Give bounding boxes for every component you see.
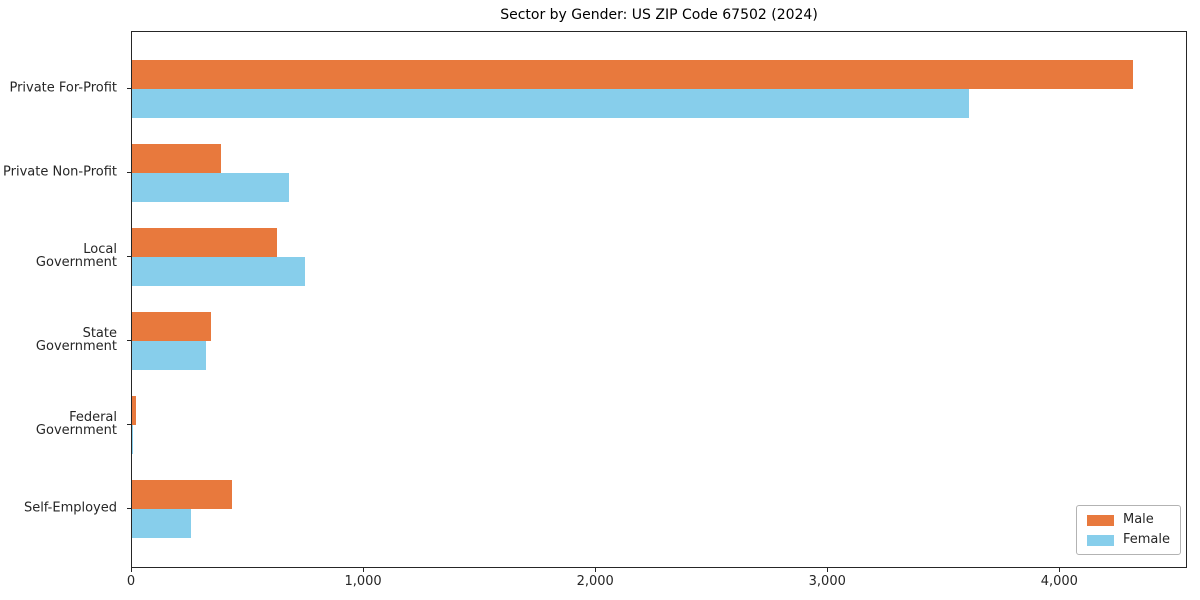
x-axis-tick [827,568,829,572]
x-axis-tick [595,568,597,572]
y-axis-label: Self-Employed [23,500,117,516]
y-axis-label: Private For-Profit [9,80,117,96]
y-axis-label: Federal Government [35,410,117,438]
bar-male-4 [132,312,211,341]
y-axis-tick [127,256,131,257]
x-axis-tick [1059,568,1061,572]
bar-male-3 [132,228,277,257]
bar-male-5 [132,396,137,425]
bar-male-1 [132,60,1134,89]
y-axis-label: Local Government [35,242,117,270]
y-axis-tick [127,508,131,509]
bar-female-2 [132,173,289,202]
y-axis-label: Private Non-Profit [3,164,117,180]
bar-female-6 [132,509,192,538]
bar-male-6 [132,480,233,509]
bar-female-3 [132,257,305,286]
y-axis-tick [127,424,131,425]
x-axis-tick-label: 2,000 [576,574,614,589]
y-axis-tick [127,340,131,341]
x-axis-tick [131,568,132,572]
plot-area: Male Female [131,31,1187,568]
x-axis-tick-label: 0 [126,574,136,589]
legend-label: Male [1122,512,1154,527]
legend-label: Female [1122,532,1170,547]
x-axis-tick [363,568,365,572]
x-axis-tick-label: 3,000 [808,574,846,589]
legend-entry-male: Male [1086,512,1170,527]
legend-entry-female: Female [1086,532,1170,547]
y-axis-tick [127,88,131,89]
legend: Male Female [1075,505,1181,555]
y-axis-tick [127,172,131,173]
x-axis-tick-label: 4,000 [1040,574,1078,589]
y-axis-label: State Government [35,326,117,354]
chart-title: Sector by Gender: US ZIP Code 67502 (202… [500,7,818,23]
bar-male-2 [132,144,222,173]
bar-female-4 [132,341,207,370]
x-axis-tick-label: 1,000 [344,574,382,589]
bar-female-1 [132,89,969,118]
legend-swatch-female [1086,534,1114,546]
legend-swatch-male [1086,514,1114,526]
bar-female-5 [132,425,133,454]
